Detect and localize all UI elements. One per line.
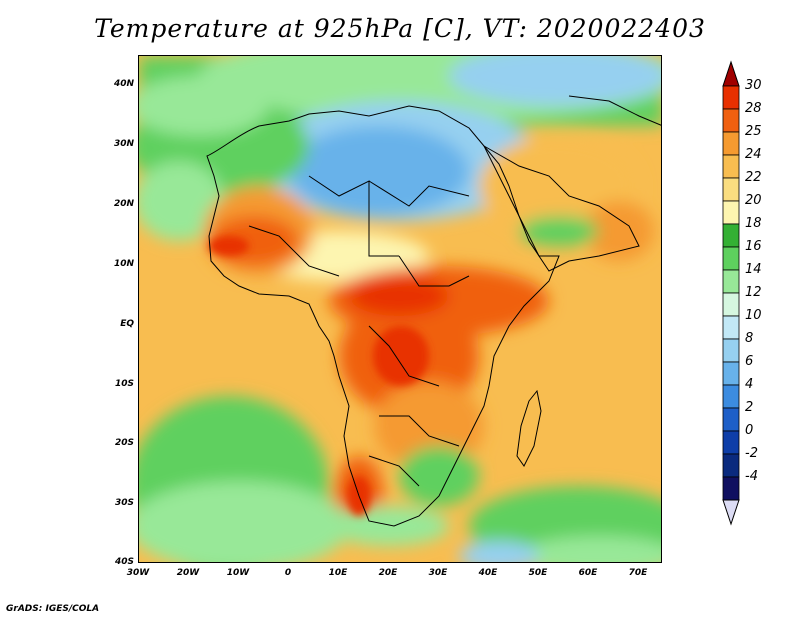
colorbar-segment xyxy=(722,292,740,317)
colorbar-label: 12 xyxy=(745,285,762,300)
colorbar-top-arrow xyxy=(722,60,740,87)
lat-label-10s: 10S xyxy=(114,379,134,389)
colorbar-segment xyxy=(722,154,740,179)
colorbar-label: 2 xyxy=(745,400,754,415)
lat-label-20n: 20N xyxy=(113,199,134,209)
lat-label-40n: 40N xyxy=(113,79,134,89)
colorbar-label: 20 xyxy=(745,193,762,208)
colorbar xyxy=(722,60,740,526)
colorbar-segment xyxy=(722,269,740,294)
lon-label-10e: 10E xyxy=(328,568,348,578)
temperature-map xyxy=(139,56,661,562)
lon-label-30e: 30E xyxy=(428,568,448,578)
colorbar-label: 14 xyxy=(745,262,762,277)
lat-label-30s: 30S xyxy=(114,498,134,508)
colorbar-label: -4 xyxy=(745,469,758,484)
lon-label-0: 0 xyxy=(284,568,292,578)
colorbar-bottom-arrow xyxy=(722,499,740,526)
lat-label-20s: 20S xyxy=(114,438,134,448)
colorbar-label: 22 xyxy=(745,170,762,185)
lat-label-10n: 10N xyxy=(113,259,134,269)
lon-label-50e: 50E xyxy=(528,568,548,578)
colorbar-segment xyxy=(722,85,740,110)
colorbar-segment xyxy=(722,430,740,455)
lat-label-30n: 30N xyxy=(113,139,134,149)
colorbar-label: 30 xyxy=(745,78,762,93)
colorbar-segment xyxy=(722,361,740,386)
page-title: Temperature at 925hPa [C], VT: 202002240… xyxy=(94,14,706,43)
colorbar-label: 0 xyxy=(745,423,754,438)
colorbar-label: 18 xyxy=(745,216,762,231)
colorbar-label: -2 xyxy=(745,446,758,461)
lat-label-40s: 40S xyxy=(114,557,134,567)
colorbar-segment xyxy=(722,453,740,478)
colorbar-segment xyxy=(722,338,740,363)
lon-label-60e: 60E xyxy=(578,568,598,578)
colorbar-label: 25 xyxy=(745,124,762,139)
colorbar-label: 6 xyxy=(745,354,754,369)
colorbar-label: 16 xyxy=(745,239,762,254)
lat-label-eq: EQ xyxy=(120,319,134,329)
lon-label-70e: 70E xyxy=(628,568,648,578)
colorbar-label: 10 xyxy=(745,308,762,323)
colorbar-label: 28 xyxy=(745,101,762,116)
colorbar-segment xyxy=(722,131,740,156)
map-panel xyxy=(138,55,662,563)
colorbar-segment xyxy=(722,223,740,248)
colorbar-segment xyxy=(722,407,740,432)
colorbar-label: 4 xyxy=(745,377,754,392)
lon-label-20w: 20W xyxy=(176,568,200,578)
colorbar-segment xyxy=(722,200,740,225)
colorbar-label: 8 xyxy=(745,331,754,346)
colorbar-segment xyxy=(722,108,740,133)
colorbar-segment xyxy=(722,384,740,409)
credit-text: GrADS: IGES/COLA xyxy=(6,604,100,614)
colorbar-segment xyxy=(722,476,740,501)
colorbar-segment xyxy=(722,315,740,340)
colorbar-segment xyxy=(722,246,740,271)
lon-label-20e: 20E xyxy=(378,568,398,578)
lon-label-30w: 30W xyxy=(126,568,150,578)
colorbar-segment xyxy=(722,177,740,202)
lon-label-40e: 40E xyxy=(478,568,498,578)
lon-label-10w: 10W xyxy=(226,568,250,578)
colorbar-label: 24 xyxy=(745,147,762,162)
